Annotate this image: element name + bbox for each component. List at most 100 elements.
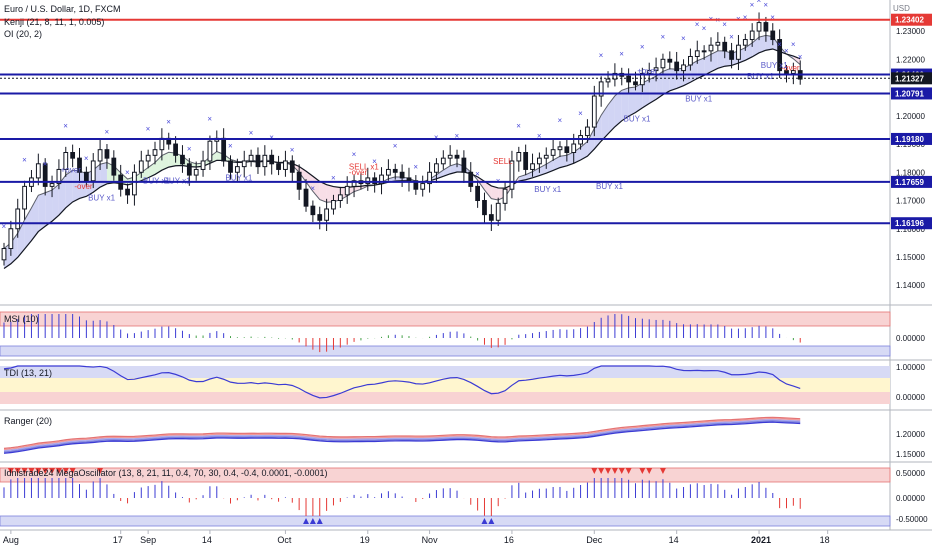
cloud-segment: [759, 35, 766, 53]
candle-body: [777, 39, 783, 72]
msi-tick-label: 0.00000: [896, 334, 925, 343]
mega-sell-triangle: [62, 468, 69, 474]
candle-body: [454, 154, 460, 159]
candle-body: [337, 194, 343, 202]
signal-marker: ×: [743, 13, 748, 22]
candle-body: [262, 154, 268, 168]
price-tick-label: 1.23000: [896, 27, 925, 36]
candle-body: [248, 154, 254, 162]
signal-marker: ×: [207, 114, 212, 123]
tdi-upper-band: [0, 366, 890, 378]
cloud-segment: [710, 50, 718, 72]
cloud-segment: [594, 115, 602, 150]
signal-marker: ×: [791, 40, 796, 49]
signal-label: +over: [61, 165, 82, 174]
time-axis-label: 14: [669, 535, 679, 545]
cloud-segment: [354, 186, 361, 192]
candle-body: [324, 208, 329, 221]
candle-body: [784, 70, 789, 74]
candle-body: [667, 58, 673, 63]
signal-marker: ×: [455, 131, 460, 140]
candle-body: [633, 81, 638, 86]
candle-body: [228, 160, 233, 173]
cloud-segment: [38, 192, 46, 232]
time-axis-label: 16: [504, 535, 514, 545]
candle-body: [70, 152, 76, 159]
candle-body: [557, 146, 563, 151]
candle-body: [317, 214, 323, 221]
ranger-tick-label: 1.20000: [896, 430, 925, 439]
mega-tick-label: 0.50000: [896, 469, 925, 478]
candle-body: [289, 160, 295, 173]
candle-body: [90, 160, 96, 182]
signal-label: BUY x1: [685, 95, 713, 104]
candle-body: [530, 163, 535, 170]
candle-body: [241, 160, 247, 168]
candle-body: [186, 163, 192, 176]
price-tick-label: 1.14000: [896, 281, 925, 290]
cloud-segment: [649, 76, 657, 104]
candle-body: [681, 64, 686, 72]
cloud-segment: [24, 207, 32, 249]
cloud-segment: [717, 50, 725, 69]
ranger-band-line: [3, 419, 801, 452]
signal-marker: ×: [695, 20, 700, 29]
mega-sell-triangle: [7, 468, 14, 474]
candle-body: [385, 168, 391, 176]
candle-body: [468, 171, 474, 187]
mega-sell-triangle: [14, 468, 21, 474]
cloud-segment: [587, 128, 595, 157]
cloud-segment: [168, 152, 176, 168]
cloud-segment: [559, 155, 567, 168]
candle-body: [749, 30, 755, 41]
cloud-segment: [553, 156, 560, 171]
signal-marker: ×: [557, 116, 562, 125]
mega-upper-band: [0, 467, 891, 483]
candle-body: [63, 152, 69, 170]
candle-body: [708, 44, 714, 52]
signal-label: BUY x1: [596, 182, 624, 191]
signal-marker: ×: [228, 142, 233, 151]
candle-body: [269, 154, 275, 165]
signal-marker: ×: [249, 129, 254, 138]
candle-body: [77, 157, 82, 173]
candle-body: [392, 168, 398, 173]
price-tick-label: 1.22000: [896, 55, 925, 64]
candle-body: [145, 154, 151, 162]
signal-marker: ×: [166, 117, 171, 126]
signal-marker: ×: [331, 174, 336, 183]
mega-sell-triangle: [591, 468, 598, 474]
candle-body: [612, 72, 618, 80]
candle-body: [598, 81, 604, 97]
candle-body: [296, 171, 302, 190]
signal-label: -over: [74, 182, 93, 191]
candle-body: [180, 154, 185, 165]
cloud-segment: [72, 170, 80, 202]
level-price-label: 1.21327: [895, 74, 924, 83]
candle-body: [22, 185, 27, 210]
candle-body: [626, 75, 632, 83]
candle-body: [585, 126, 590, 137]
candle-body: [742, 39, 748, 46]
cloud-segment: [690, 60, 698, 83]
signal-marker: ×: [763, 0, 768, 9]
candle-body: [125, 188, 130, 196]
level-price-tag: [891, 217, 932, 230]
candle-body: [42, 163, 48, 187]
mega-pane-title: Idnistrade24 MegaOscillator (13, 8, 21, …: [4, 468, 328, 478]
signal-marker: ×: [22, 156, 27, 165]
tdi-mid-band: [0, 378, 890, 392]
candle-body: [564, 146, 570, 154]
signal-marker: ×: [516, 122, 521, 131]
candle-body: [715, 41, 721, 46]
candle-body: [8, 228, 14, 250]
signal-label: +over: [637, 66, 658, 75]
price-tick-label: 1.16000: [896, 225, 925, 234]
candle-body: [104, 149, 110, 159]
signal-marker: ×: [434, 133, 439, 142]
candle-body: [83, 171, 89, 182]
signal-marker: ×: [599, 51, 604, 60]
candle-body: [770, 30, 776, 41]
candle-body: [365, 177, 371, 185]
